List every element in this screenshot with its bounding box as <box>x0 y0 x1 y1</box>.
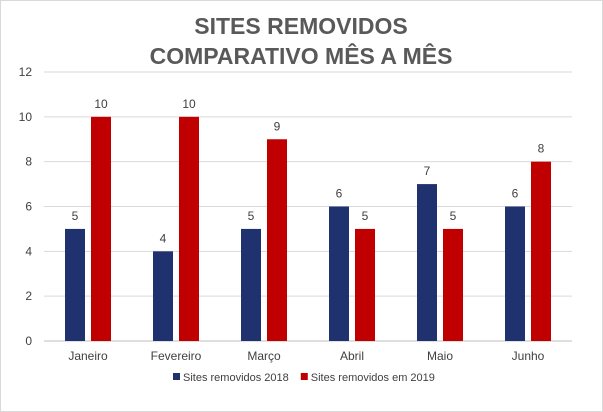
data-label: 5 <box>450 209 457 223</box>
bar-março-series-1 <box>241 228 261 341</box>
data-label: 9 <box>274 119 281 133</box>
bar-janeiro-series-2 <box>91 116 111 341</box>
data-label: 10 <box>182 97 196 111</box>
bar-abril-series-2 <box>355 228 375 341</box>
data-label: 5 <box>72 209 79 223</box>
y-axis-ticks: 0 2 4 6 8 10 12 <box>19 65 33 348</box>
chart-title-line-1: SITES REMOVIDOS <box>194 13 407 39</box>
bar-junho-series-2 <box>531 161 551 341</box>
data-label: 6 <box>512 187 519 201</box>
legend-swatch-series-2 <box>300 373 308 380</box>
legend-swatch-series-1 <box>173 373 180 380</box>
legend-label-series-2: Sites removidos em 2019 <box>311 372 435 384</box>
y-tick-label: 2 <box>25 289 32 303</box>
y-tick-label: 12 <box>19 65 33 79</box>
x-tick-label: Fevereiro <box>151 349 202 363</box>
bar-abril-series-1 <box>329 206 349 341</box>
data-label: 5 <box>362 209 369 223</box>
bar-maio-series-2 <box>443 228 463 341</box>
data-label: 7 <box>424 164 431 178</box>
data-label: 4 <box>160 231 167 245</box>
bar-fevereiro-series-2 <box>179 116 199 341</box>
x-tick-label: Abril <box>340 349 364 363</box>
bar-março-series-2 <box>267 139 287 341</box>
bar-fevereiro-series-1 <box>153 251 173 341</box>
data-label: 6 <box>336 187 343 201</box>
bar-maio-series-1 <box>417 184 437 341</box>
x-axis-ticks: Janeiro Fevereiro Março Abril Maio Junho <box>68 349 544 363</box>
y-tick-label: 10 <box>19 110 33 124</box>
bar-junho-series-1 <box>505 206 525 341</box>
y-tick-label: 8 <box>25 155 32 169</box>
gridlines <box>44 71 572 342</box>
x-tick-label: Maio <box>427 349 453 363</box>
bars <box>65 116 551 341</box>
x-tick-label: Janeiro <box>68 349 108 363</box>
chart-title-line-2: COMPARATIVO MÊS A MÊS <box>150 42 453 69</box>
legend: Sites removidos 2018 Sites removidos em 2… <box>173 372 435 384</box>
y-tick-label: 0 <box>25 334 32 348</box>
y-tick-label: 4 <box>25 244 32 258</box>
data-label: 10 <box>94 97 108 111</box>
data-label: 5 <box>248 209 255 223</box>
y-tick-label: 6 <box>25 200 32 214</box>
legend-label-series-1: Sites removidos 2018 <box>183 372 289 384</box>
bar-janeiro-series-1 <box>65 228 85 341</box>
x-tick-label: Março <box>247 349 281 363</box>
x-tick-label: Junho <box>512 349 545 363</box>
data-label: 8 <box>538 142 545 156</box>
data-labels: 5 10 4 10 5 9 6 5 7 5 6 8 <box>72 97 545 245</box>
